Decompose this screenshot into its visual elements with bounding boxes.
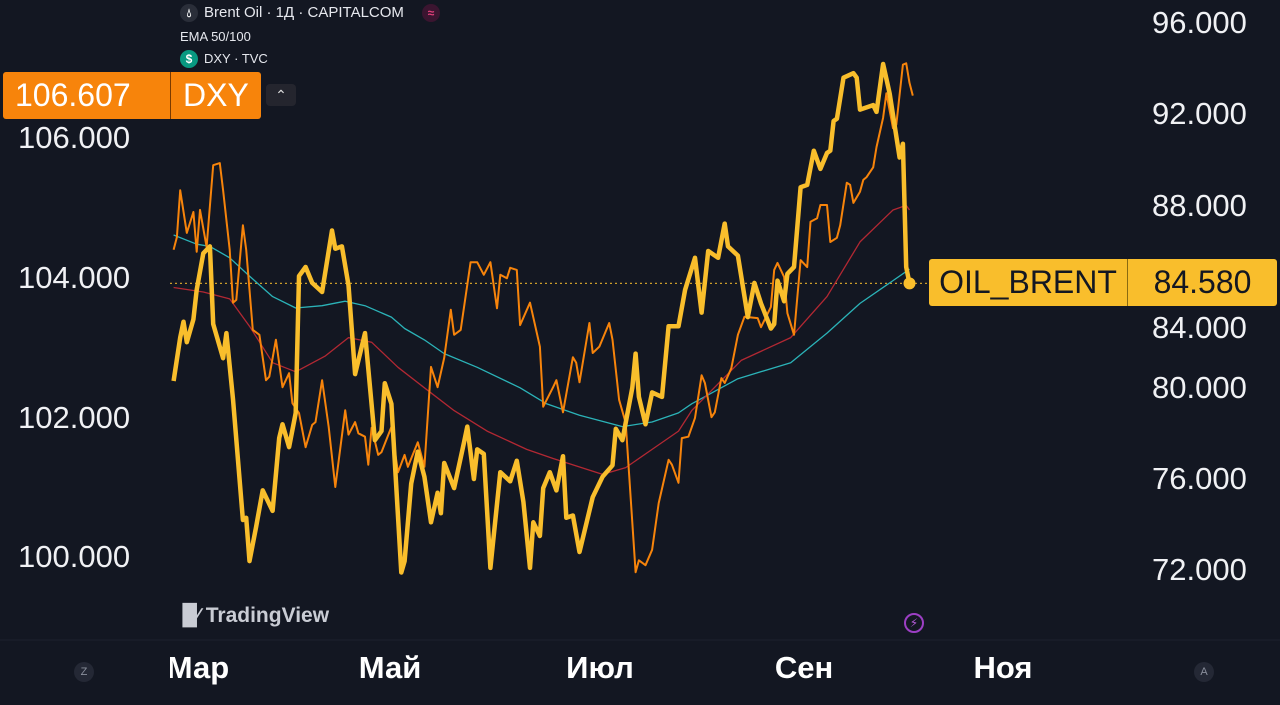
chevron-up-icon: ⌃ <box>275 86 287 103</box>
time-axis[interactable]: Мар Май Июл Сен Ноя <box>170 640 1135 705</box>
right-axis-tick: 84.000 <box>1152 310 1247 345</box>
indicator-label: EMA 50/100 <box>180 29 251 44</box>
compare-label: DXY · TVC <box>204 51 268 66</box>
lightning-icon[interactable]: ⚡︎ <box>904 613 924 633</box>
dxy-price: 106.607 <box>3 72 171 119</box>
legend-compare[interactable]: $ DXY · TVC <box>180 50 268 68</box>
time-axis-tick: Май <box>358 650 422 685</box>
right-axis-tick: 80.000 <box>1152 370 1247 405</box>
tradingview-logo-icon: ▉∕ <box>183 605 200 627</box>
brent-price-badge: OIL_BRENT 84.580 <box>929 259 1277 306</box>
right-axis-tick: 76.000 <box>1152 461 1247 496</box>
tradingview-watermark: ▉∕ TradingView <box>183 603 329 628</box>
collapse-legend-button[interactable]: ⌃ <box>266 84 296 106</box>
brent-symbol: OIL_BRENT <box>929 259 1128 306</box>
dxy-price-badge: 106.607 DXY <box>3 72 261 119</box>
left-axis-tick: 102.000 <box>18 400 131 435</box>
legend-indicator[interactable]: EMA 50/100 <box>180 28 251 46</box>
brent-line[interactable] <box>171 61 912 575</box>
right-axis-tick: 96.000 <box>1152 5 1247 40</box>
dxy-line[interactable] <box>172 62 914 574</box>
left-axis-tick: 106.000 <box>18 120 131 155</box>
time-axis-tick: Июл <box>566 650 634 685</box>
brent-price: 84.580 <box>1153 264 1252 300</box>
dollar-icon: $ <box>180 50 198 68</box>
auto-scale-button[interactable]: A <box>1194 662 1214 682</box>
right-axis-tick: 72.000 <box>1152 552 1247 587</box>
watermark-text: TradingView <box>205 603 330 627</box>
legend-main[interactable]: 💧︎ Brent Oil · 1Д · CAPITALCOM ≈ <box>180 4 440 22</box>
left-axis-tick: 104.000 <box>18 260 131 295</box>
time-axis-tick: Сен <box>774 650 834 685</box>
legend-main-title: Brent Oil · 1Д · CAPITALCOM <box>204 4 404 21</box>
last-point-marker <box>903 277 916 290</box>
oil-drop-icon: 💧︎ <box>180 4 198 22</box>
left-axis-tick: 100.000 <box>18 539 131 574</box>
ema100-line[interactable] <box>173 234 910 428</box>
wave-icon[interactable]: ≈ <box>421 4 440 22</box>
time-axis-tick: Ноя <box>973 650 1033 685</box>
right-axis-tick: 88.000 <box>1152 188 1247 223</box>
time-axis-tick: Мар <box>170 650 230 685</box>
log-scale-button[interactable]: Z <box>74 662 94 682</box>
dxy-symbol: DXY <box>183 77 249 113</box>
right-axis-tick: 92.000 <box>1152 96 1247 131</box>
